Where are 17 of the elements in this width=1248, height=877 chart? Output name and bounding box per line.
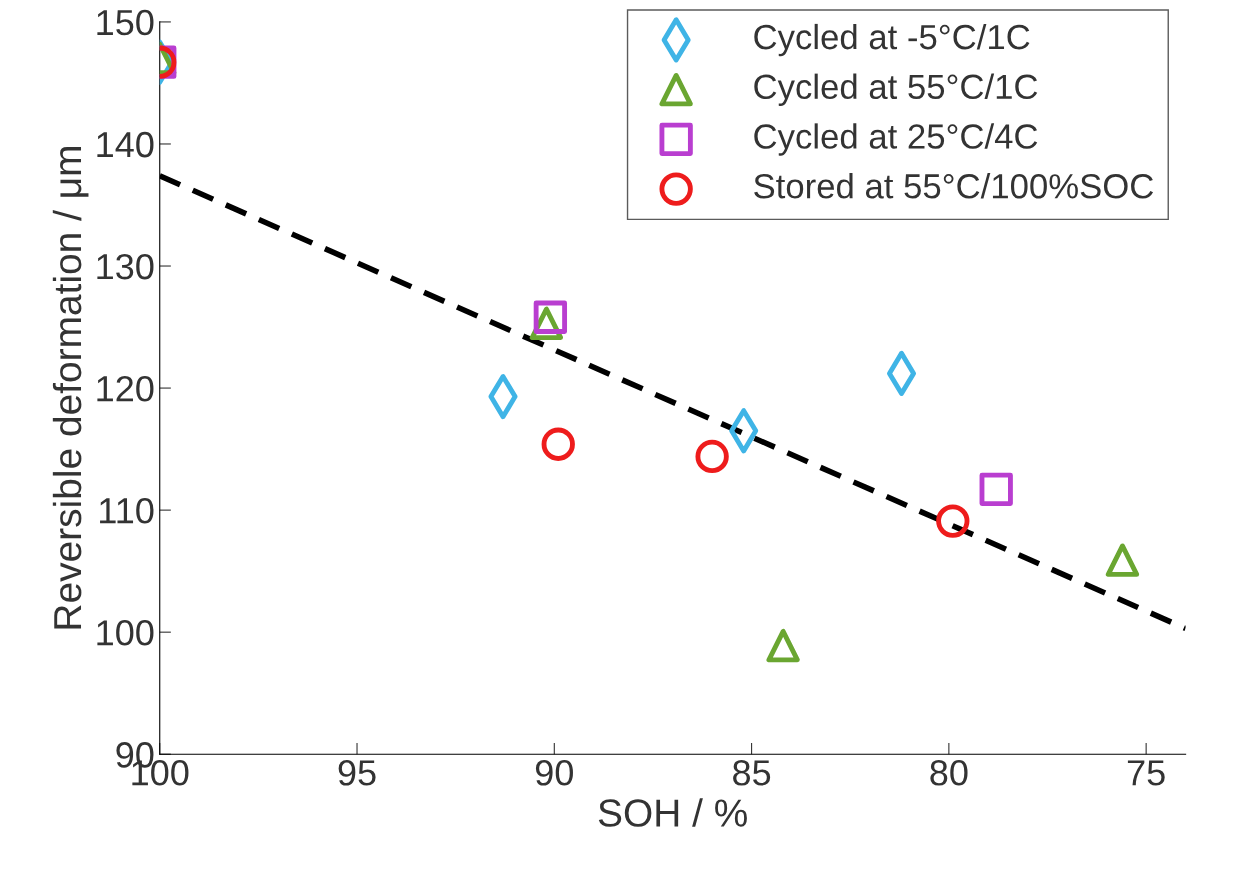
x-tick-label: 80 (930, 760, 968, 786)
y-tick-label: 150 (97, 9, 154, 36)
y-tick-label: 120 (97, 375, 154, 402)
legend-label: Stored at 55°C/100%SOC (754, 173, 1154, 199)
y-tick-label: 140 (97, 131, 154, 158)
legend-label: Cycled at 25°C/4C (754, 123, 1038, 156)
y-tick-label: 100 (97, 620, 154, 646)
legend-label: Cycled at 55°C/1C (754, 73, 1038, 106)
x-tick-label: 85 (733, 760, 771, 786)
y-tick-label: 110 (100, 497, 154, 524)
x-tick-label: 90 (535, 760, 573, 786)
y-axis-title: Reversible deformation / μm (52, 147, 89, 629)
legend-label: Cycled at -5°C/1C (754, 23, 1030, 57)
x-axis-title: SOH / % (598, 798, 747, 827)
x-tick-label: 95 (338, 760, 376, 786)
x-tick-label: 75 (1127, 760, 1165, 786)
y-tick-label: 130 (97, 253, 154, 280)
